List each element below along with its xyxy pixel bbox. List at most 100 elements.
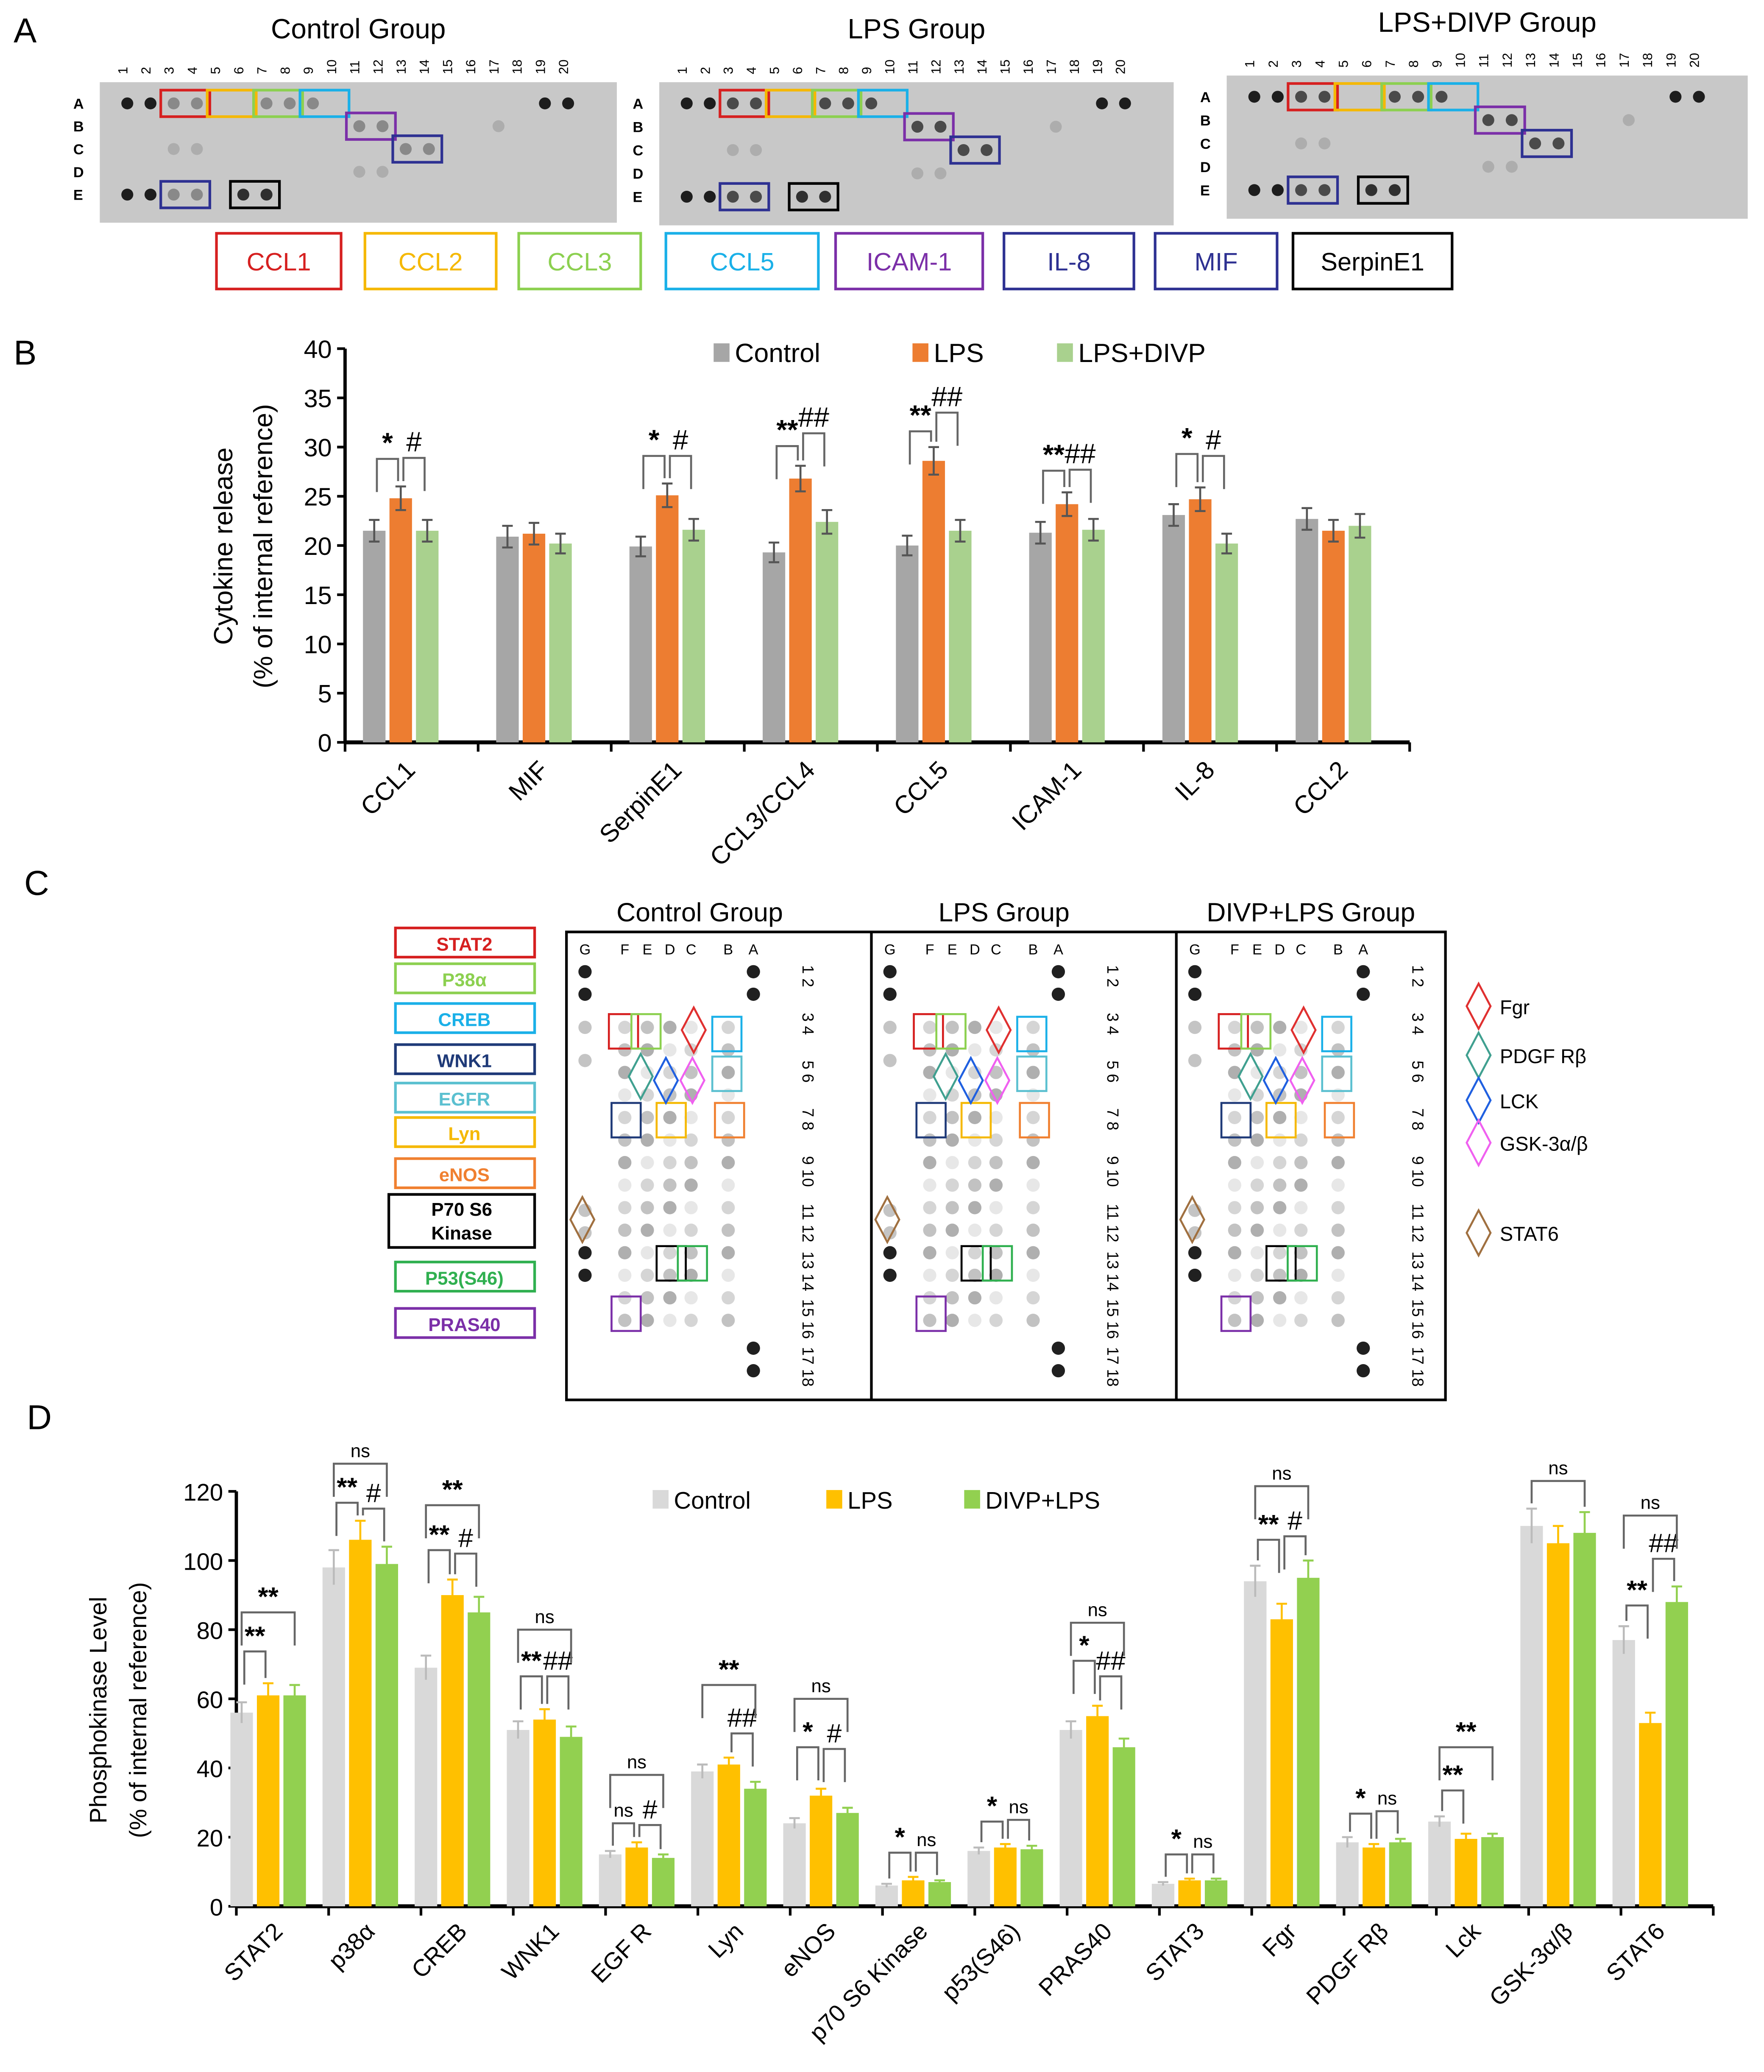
bar-divp-lps xyxy=(283,1695,306,1907)
bar-lps xyxy=(1547,1543,1570,1907)
significance-bracket xyxy=(1175,453,1199,487)
blot-spot xyxy=(307,97,319,110)
blot-spot xyxy=(167,143,180,155)
column-number: 19 xyxy=(533,59,548,74)
column-number: 11 xyxy=(1477,54,1491,67)
legend-box xyxy=(363,232,498,290)
bar-lps xyxy=(922,461,945,743)
significance-bracket xyxy=(980,1820,1004,1842)
significance-label: ## xyxy=(1065,438,1096,469)
blot-spot xyxy=(722,1111,735,1124)
blot-spot xyxy=(1552,137,1565,150)
significance-label: # xyxy=(673,424,688,455)
blot-spot xyxy=(1357,1364,1370,1378)
blot-spot xyxy=(1250,1021,1264,1034)
blot-spot xyxy=(260,189,273,201)
blot-spot xyxy=(663,1178,677,1192)
blot-spot xyxy=(1273,1223,1287,1237)
blot-spot xyxy=(562,97,574,110)
column-number: 15 xyxy=(998,59,1013,74)
significance-bracket xyxy=(822,1748,846,1782)
blot-spot xyxy=(1250,1111,1264,1124)
row-letter: E xyxy=(633,189,643,206)
blot-spot xyxy=(237,189,249,201)
x-tick-label: CCL1 xyxy=(355,755,421,821)
blot-spot xyxy=(750,97,762,110)
blot-spot xyxy=(284,97,296,110)
legend-diamond xyxy=(1465,981,1492,1031)
blot-spot xyxy=(1250,1291,1264,1305)
blot-spot xyxy=(1026,1133,1040,1147)
blot-spot xyxy=(923,1246,936,1259)
column-number: 11 xyxy=(906,61,920,74)
blot-spot xyxy=(1026,1314,1040,1327)
blot-spot xyxy=(1357,965,1370,978)
blot-spot xyxy=(1331,1291,1345,1305)
significance-bracket xyxy=(1191,1853,1215,1874)
bar-control xyxy=(629,546,652,743)
column-number: 15 xyxy=(1570,53,1585,68)
row-number: 17 18 xyxy=(1104,1347,1122,1387)
significance-bracket xyxy=(908,430,932,465)
bar-divp-lps xyxy=(468,1612,490,1907)
annotation-diamond xyxy=(627,1052,654,1101)
significance-bracket xyxy=(730,1732,754,1767)
annotation-box xyxy=(677,1245,708,1282)
blot-spot xyxy=(1622,114,1635,126)
bar-divp-lps xyxy=(1020,1849,1043,1907)
legend-label: P70 S6 xyxy=(431,1199,492,1220)
legend-item-serpine1: SerpinE1 xyxy=(1291,232,1454,290)
column-letter: G xyxy=(1189,942,1201,958)
y-tick-label: 120 xyxy=(183,1479,223,1506)
significance-bracket xyxy=(638,1824,662,1849)
blot-spot xyxy=(1188,965,1202,978)
kinase-legend-item: P53(S46) xyxy=(394,1261,536,1293)
column-number: 14 xyxy=(417,59,432,74)
legend-label: CCL3 xyxy=(548,248,612,276)
blot-title: Control Group xyxy=(271,14,446,45)
legend-label: Fgr xyxy=(1500,996,1530,1018)
blot-spot xyxy=(684,1291,698,1305)
blot-spot xyxy=(641,1223,654,1237)
bar-lps xyxy=(810,1796,833,1907)
annotation-box xyxy=(719,182,770,212)
legend-box xyxy=(517,232,642,290)
x-tick-label: CCL5 xyxy=(888,755,953,821)
blot-spot xyxy=(945,1291,959,1305)
blot-spot xyxy=(663,1201,677,1214)
significance-bracket xyxy=(612,1822,635,1846)
blot-spot xyxy=(353,120,365,132)
annotation-box xyxy=(765,89,817,118)
legend-swatch xyxy=(826,1490,842,1509)
significance-label: * xyxy=(803,1717,813,1746)
blot-spot xyxy=(968,1066,982,1079)
row-number: 9 10 xyxy=(1409,1156,1427,1187)
bar-control xyxy=(783,1823,806,1907)
annotation-box xyxy=(229,180,281,209)
kinase-legend-item: STAT2 xyxy=(394,926,536,959)
blot-spot xyxy=(144,97,157,110)
significance-label: ns xyxy=(917,1830,936,1850)
blot-spot xyxy=(883,1021,897,1034)
significance-label: ns xyxy=(351,1440,370,1461)
column-letter: D xyxy=(665,942,675,958)
blot-spot xyxy=(618,1133,632,1147)
blot-spot xyxy=(167,189,180,201)
y-tick-label: 20 xyxy=(197,1825,223,1852)
legend-box xyxy=(394,1261,536,1293)
bar-control xyxy=(1336,1842,1359,1907)
annotation-box xyxy=(1357,175,1409,205)
blot-spot xyxy=(1248,91,1260,103)
blot-spot xyxy=(747,1364,760,1378)
blot-spot xyxy=(1250,1133,1264,1147)
blot-spot xyxy=(923,1043,936,1057)
annotation-box xyxy=(1321,1055,1352,1092)
significance-bracket xyxy=(669,455,692,489)
blot-spot xyxy=(1228,1268,1242,1282)
annotation-box xyxy=(1019,1102,1050,1139)
blot-spot xyxy=(684,1133,698,1147)
blot-spot xyxy=(167,97,180,110)
blot-spot xyxy=(1273,1246,1287,1259)
annotation-diamond xyxy=(679,1055,706,1105)
column-number: 5 xyxy=(208,67,223,74)
